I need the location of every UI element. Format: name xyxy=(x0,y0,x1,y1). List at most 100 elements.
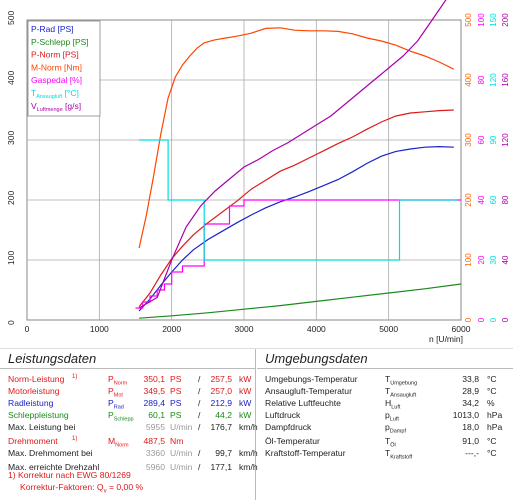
row-separator: / xyxy=(198,422,201,432)
row-symbol-main: p xyxy=(385,410,390,420)
table-row: Kraftstoff-Temperatur TKraftstoff ---,- °C xyxy=(265,447,510,461)
x-tick-label: 6000 xyxy=(452,324,471,334)
row-unit-2: kW xyxy=(239,374,252,384)
row-separator: / xyxy=(198,448,201,458)
row-label: Luftdruck xyxy=(265,410,301,420)
table-row: Luftdruck pLuft 1013,0 hPa xyxy=(265,409,510,423)
row-separator: / xyxy=(198,398,201,408)
row-label: Max. Drehmoment bei xyxy=(8,448,93,458)
table-row: Relative Luftfeuchte HLuft 34,2% xyxy=(265,397,510,411)
row-value-2: 257,0 xyxy=(210,386,232,396)
row-value: 34,2 xyxy=(462,398,479,408)
row-symbol-main: H xyxy=(385,398,392,408)
row-symbol: PNorm xyxy=(108,373,127,390)
right-axis-tick-label: 300 xyxy=(464,133,473,147)
chart-legend: P-Rad [PS] P-Schlepp [PS] P-Norm [PS] M-Nor… xyxy=(27,20,101,117)
row-symbol-sub: Norm xyxy=(115,442,129,449)
row-value-2: 177,1 xyxy=(210,462,232,472)
row-value-2: 44,2 xyxy=(215,410,232,420)
footnote-factors: Korrektur-Faktoren: Qv = 0,00 % xyxy=(20,481,143,495)
row-value-1: 5960 xyxy=(145,462,165,472)
table-row: Öl-Temperatur TÖl 91,0 °C xyxy=(265,435,510,449)
series-line xyxy=(139,283,462,319)
row-unit-1: PS xyxy=(170,410,182,420)
row-symbol-main: P xyxy=(108,398,114,408)
row-label: Motorleistung xyxy=(8,386,60,396)
right-axis-tick-label: 100 xyxy=(464,253,473,267)
series-line xyxy=(138,109,454,308)
row-symbol-sub: Kraftstoff xyxy=(390,454,413,461)
legend-entry: P-Schlepp [PS] xyxy=(31,37,89,47)
row-unit: °C xyxy=(487,386,497,396)
table-row: Max. Leistung bei 5955 U/min / 176,7 km/h xyxy=(8,421,258,433)
row-symbol: TKraftstoff xyxy=(385,447,412,464)
row-value: 28,9 xyxy=(462,386,479,396)
row-value-2: 257,5 xyxy=(210,374,232,384)
footnote-2-sub: v xyxy=(103,488,107,495)
row-value-1: 349,5 xyxy=(143,386,165,396)
row-unit-1: PS xyxy=(170,398,182,408)
row-symbol-sub: Ansaugluft xyxy=(390,392,417,399)
row-separator: / xyxy=(198,386,201,396)
series-line xyxy=(138,0,447,309)
right-axis-tick-label: 80 xyxy=(501,195,510,204)
row-label: Dampfdruck xyxy=(265,422,312,432)
row-symbol: TUmgebung xyxy=(385,373,417,390)
table-row: Max. Drehmoment bei 3360 U/min / 99,7 km/h xyxy=(8,447,258,459)
footnote-2: Korrektur-Faktoren: Qv = 0,00 % xyxy=(20,482,143,495)
table-row: Schleppleistung PSchlepp 60,1 PS / 44,2 kW xyxy=(8,409,253,423)
row-symbol-main: T xyxy=(385,386,391,396)
row-label: Kraftstoff-Temperatur xyxy=(265,448,346,458)
row-symbol: pLuft xyxy=(385,409,399,426)
table-row: Dampfdruck pDampf 18,0 hPa xyxy=(265,421,510,435)
right-axis-tick-label: 120 xyxy=(489,73,498,87)
row-unit-1: Nm xyxy=(170,436,184,446)
row-value: ---,- xyxy=(465,448,479,458)
row-label: Drehmoment xyxy=(8,436,58,446)
row-symbol: pDampf xyxy=(385,421,406,438)
row-symbol-sub: Umgebung xyxy=(390,380,418,387)
right-axis-tick-label: 500 xyxy=(464,13,473,27)
row-symbol: PSchlepp xyxy=(108,409,134,426)
row-label: Max. erreichte Drehzahl xyxy=(8,462,100,472)
row-symbol-main: T xyxy=(385,374,391,384)
x-tick-label: 4000 xyxy=(307,324,326,334)
row-symbol-main: P xyxy=(108,410,114,420)
row-symbol-sub: Öl xyxy=(390,442,396,449)
table-row: Drehmoment 1) MNorm 487,5 Nm xyxy=(8,435,253,449)
footnote-1: 1) Korrektur nach EWG 80/1269 xyxy=(8,470,131,480)
row-unit-1: PS xyxy=(170,386,182,396)
y-tick-label: 0 xyxy=(6,320,16,325)
row-separator: / xyxy=(198,410,201,420)
chart-series xyxy=(135,0,462,319)
x-axis-label: n [U/min] xyxy=(429,334,463,344)
row-unit-2: km/h xyxy=(239,422,258,432)
right-axis-tick-label: 0 xyxy=(489,317,498,322)
table-divider xyxy=(255,349,256,500)
right-axis-tick-label: 120 xyxy=(501,133,510,147)
row-unit-1: U/min xyxy=(170,448,193,458)
row-unit: hPa xyxy=(487,422,503,432)
right-axis-tick-label: 40 xyxy=(477,195,486,204)
right-axis-tick-label: 0 xyxy=(501,317,510,322)
row-symbol-sub: Luft xyxy=(391,404,401,411)
row-unit: °C xyxy=(487,436,497,446)
table-row: Radleistung PRad 289,4 PS / 212,9 kW xyxy=(8,397,253,411)
row-symbol-main: T xyxy=(385,436,391,446)
right-axis-tick-label: 160 xyxy=(501,73,510,87)
y-tick-label: 100 xyxy=(6,251,16,265)
row-value-2: 212,9 xyxy=(210,398,232,408)
right-axis-tick-label: 100 xyxy=(477,13,486,27)
y-tick-label: 500 xyxy=(6,11,16,25)
row-value-1: 350,1 xyxy=(143,374,165,384)
row-unit-2: kW xyxy=(239,410,252,420)
row-label: Max. Leistung bei xyxy=(8,422,76,432)
row-symbol-sub: Rad xyxy=(113,404,124,411)
row-value-1: 3360 xyxy=(145,448,165,458)
leistungsdaten-title: Leistungsdaten xyxy=(0,349,255,369)
y-tick-label: 300 xyxy=(6,131,16,145)
legend-entry: P-Norm [PS] xyxy=(31,50,79,60)
row-unit-2: km/h xyxy=(239,448,258,458)
row-symbol-sub: Schlepp xyxy=(113,416,134,423)
